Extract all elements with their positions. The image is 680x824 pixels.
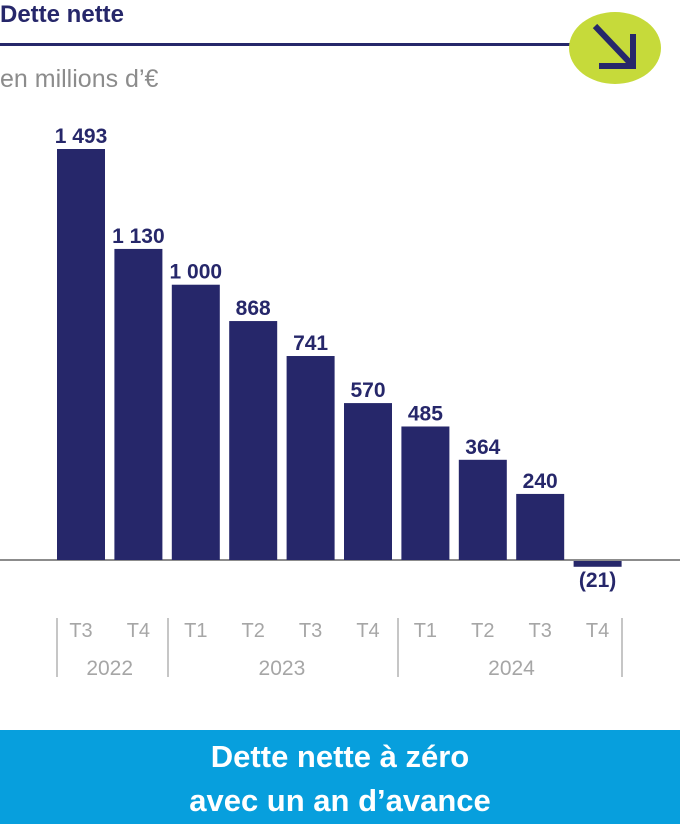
- quarter-tick-label: T3: [529, 620, 552, 642]
- bar: [229, 321, 278, 560]
- quarter-tick-label: T2: [471, 620, 494, 642]
- bar: [171, 284, 220, 560]
- bar-value-label: 868: [236, 297, 271, 320]
- bar: [344, 403, 392, 560]
- quarter-tick-label: T4: [127, 620, 150, 642]
- arrow-down-right-icon: [592, 23, 636, 69]
- chart-subtitle: en millions d’€: [0, 65, 159, 93]
- banner-line-2: avec un an d’avance: [189, 783, 491, 818]
- conclusion-banner: Dette nette à zéro avec un an d’avance: [0, 730, 680, 824]
- quarter-tick-label: T4: [586, 620, 609, 642]
- bar: [57, 149, 105, 560]
- bar-value-label: 1 000: [170, 261, 223, 284]
- quarter-tick-label: T1: [414, 620, 437, 642]
- quarter-tick-label: T3: [69, 620, 92, 642]
- bar-value-label: 1 493: [55, 125, 108, 148]
- year-label: 2022: [86, 657, 133, 680]
- quarter-tick-label: T4: [356, 620, 379, 642]
- quarter-tick-label: T3: [299, 620, 322, 642]
- bar: [114, 248, 163, 560]
- bar: [573, 561, 622, 567]
- bar: [286, 356, 335, 560]
- bar-value-label: 570: [350, 379, 385, 402]
- bar-chart: 1 493 T3 1 130 T4 1 000 T1 868 T2 741 T3 570 T4 485 T…: [0, 125, 680, 680]
- bar-value-label: 364: [465, 436, 500, 459]
- title-underline: [0, 43, 580, 46]
- bar-value-label: 240: [523, 470, 558, 493]
- year-label: 2023: [259, 657, 306, 680]
- banner-line-1: Dette nette à zéro: [210, 739, 470, 774]
- quarter-tick-label: T2: [242, 620, 265, 642]
- chart-title: Dette nette: [0, 1, 125, 28]
- arrow-badge: [569, 12, 661, 84]
- bar-value-label: 741: [293, 332, 328, 355]
- bar: [516, 493, 565, 560]
- bar: [401, 426, 450, 560]
- quarter-tick-label: T1: [184, 620, 207, 642]
- bar: [458, 459, 507, 560]
- bar-value-label: 1 130: [112, 225, 165, 248]
- bar-value-label: 485: [408, 402, 443, 425]
- year-label: 2024: [488, 657, 535, 680]
- bar-value-label: (21): [579, 569, 616, 592]
